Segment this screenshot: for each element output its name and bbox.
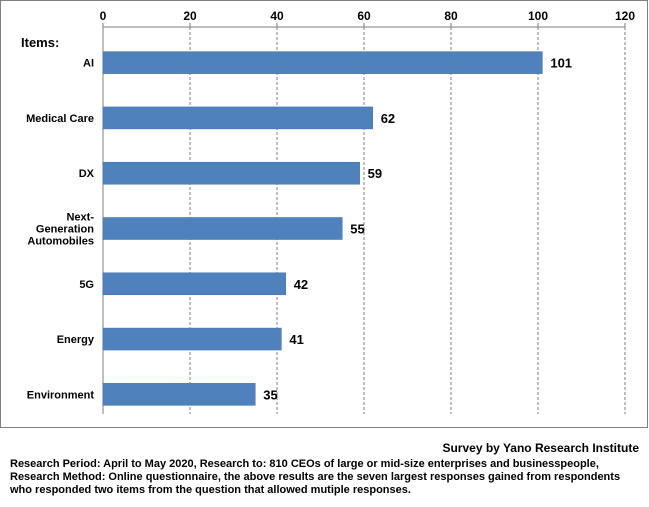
x-tick-label: 80 bbox=[444, 9, 458, 23]
value-label: 55 bbox=[350, 222, 364, 237]
value-label: 59 bbox=[368, 166, 382, 181]
bar bbox=[102, 217, 343, 240]
category-label: Environment bbox=[27, 389, 95, 401]
value-label: 41 bbox=[289, 332, 303, 347]
bar bbox=[102, 51, 543, 74]
research-note: Research Period: April to May 2020, Rese… bbox=[10, 458, 621, 496]
categories-title: Items: bbox=[21, 35, 59, 50]
value-label: 35 bbox=[263, 387, 277, 402]
category-label: Energy bbox=[57, 334, 95, 346]
x-tick-label: 0 bbox=[100, 9, 107, 23]
x-tick-label: 20 bbox=[183, 9, 197, 23]
category-label: 5G bbox=[79, 279, 94, 291]
bar bbox=[102, 327, 282, 351]
bar bbox=[102, 383, 256, 406]
chart-frame: 0 20 40 60 80 100 120 AI Medical Care DX Next-Gen… bbox=[0, 0, 648, 428]
bar bbox=[102, 161, 360, 185]
category-label: AI bbox=[83, 58, 94, 70]
bar bbox=[102, 106, 373, 130]
source-credit: Survey by Yano Research Institute bbox=[442, 441, 639, 455]
category-label: DX bbox=[79, 168, 95, 180]
value-label: 62 bbox=[381, 111, 395, 126]
x-tick-label: 100 bbox=[528, 9, 548, 23]
x-tick-label: 120 bbox=[615, 9, 635, 23]
bar bbox=[102, 272, 286, 296]
value-label: 101 bbox=[550, 56, 572, 71]
category-label: Medical Care bbox=[26, 113, 94, 125]
x-tick-label: 40 bbox=[270, 9, 284, 23]
x-tick-label: 60 bbox=[357, 9, 371, 23]
category-label: Next-Generation Automobiles bbox=[27, 212, 94, 248]
bar-chart: 0 20 40 60 80 100 120 AI Medical Care DX Next-Gen… bbox=[21, 9, 635, 414]
value-label: 42 bbox=[294, 277, 308, 292]
